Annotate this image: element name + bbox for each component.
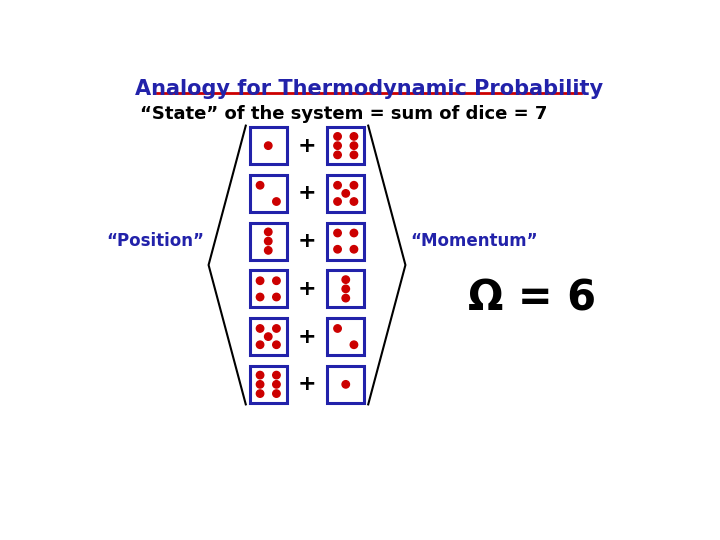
FancyBboxPatch shape [250, 366, 287, 403]
Circle shape [350, 151, 358, 159]
Circle shape [334, 198, 341, 205]
FancyBboxPatch shape [250, 127, 287, 164]
FancyBboxPatch shape [327, 271, 364, 307]
Circle shape [350, 341, 358, 348]
FancyBboxPatch shape [250, 175, 287, 212]
Text: +: + [297, 184, 316, 204]
Circle shape [264, 228, 272, 235]
Circle shape [256, 181, 264, 189]
FancyBboxPatch shape [250, 318, 287, 355]
Circle shape [334, 246, 341, 253]
FancyBboxPatch shape [327, 366, 364, 403]
Circle shape [342, 285, 349, 293]
Circle shape [264, 142, 272, 150]
Circle shape [264, 247, 272, 254]
Circle shape [334, 151, 341, 159]
Circle shape [256, 390, 264, 397]
Circle shape [350, 198, 358, 205]
Circle shape [342, 294, 349, 302]
FancyBboxPatch shape [327, 222, 364, 260]
Circle shape [350, 246, 358, 253]
FancyBboxPatch shape [250, 271, 287, 307]
Circle shape [273, 293, 280, 301]
Circle shape [334, 181, 341, 189]
Circle shape [342, 190, 349, 197]
Text: “State” of the system = sum of dice = 7: “State” of the system = sum of dice = 7 [140, 105, 548, 123]
Circle shape [273, 198, 280, 205]
Circle shape [350, 142, 358, 150]
Circle shape [334, 142, 341, 150]
Circle shape [334, 325, 341, 332]
Text: +: + [297, 231, 316, 251]
Text: Analogy for Thermodynamic Probability: Analogy for Thermodynamic Probability [135, 79, 603, 99]
FancyBboxPatch shape [327, 127, 364, 164]
Circle shape [273, 325, 280, 332]
Circle shape [273, 381, 280, 388]
Circle shape [256, 325, 264, 332]
Circle shape [350, 133, 358, 140]
Circle shape [256, 293, 264, 301]
Circle shape [256, 341, 264, 348]
FancyBboxPatch shape [327, 318, 364, 355]
Circle shape [256, 277, 264, 285]
Circle shape [334, 133, 341, 140]
Circle shape [334, 230, 341, 237]
Circle shape [264, 238, 272, 245]
Circle shape [342, 381, 349, 388]
Circle shape [256, 372, 264, 379]
Circle shape [273, 341, 280, 348]
FancyBboxPatch shape [250, 222, 287, 260]
Circle shape [273, 277, 280, 285]
Text: +: + [297, 374, 316, 394]
Text: Ω = 6: Ω = 6 [468, 278, 596, 320]
Circle shape [273, 390, 280, 397]
Circle shape [256, 381, 264, 388]
Text: “Momentum”: “Momentum” [410, 232, 538, 250]
Text: +: + [297, 136, 316, 156]
Text: “Position”: “Position” [106, 232, 204, 250]
Text: +: + [297, 279, 316, 299]
FancyBboxPatch shape [327, 175, 364, 212]
Circle shape [350, 230, 358, 237]
Circle shape [342, 276, 349, 284]
Text: +: + [297, 327, 316, 347]
Circle shape [264, 333, 272, 340]
Circle shape [273, 372, 280, 379]
Circle shape [350, 181, 358, 189]
